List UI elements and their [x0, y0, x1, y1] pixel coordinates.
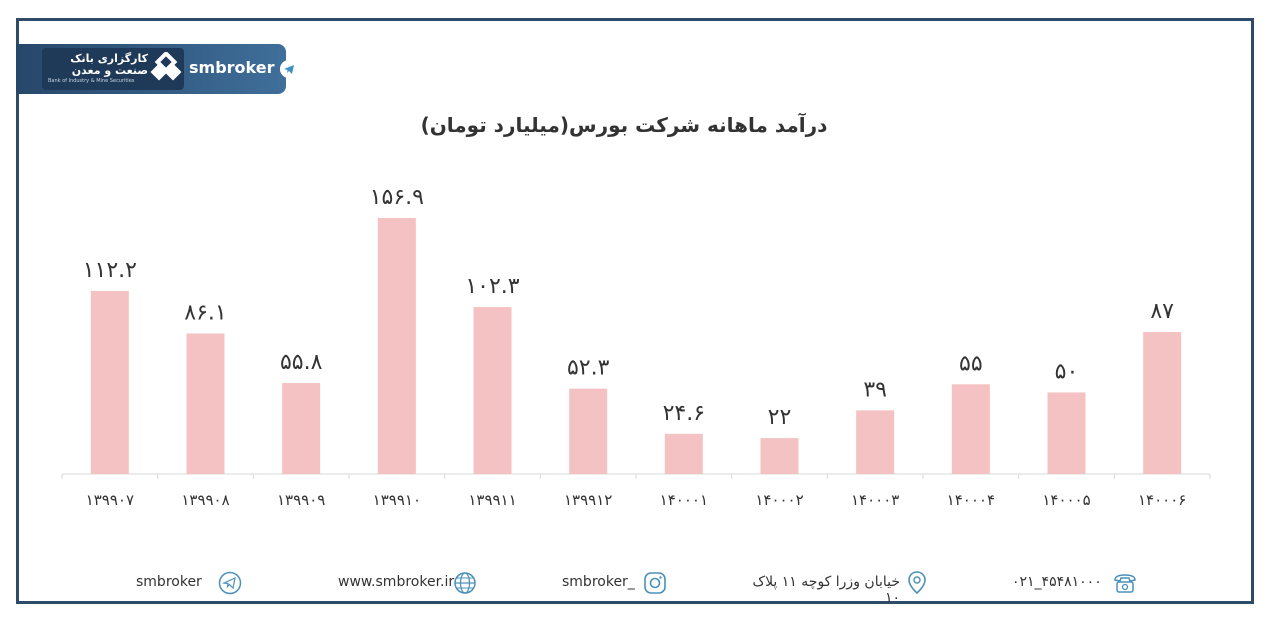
x-tick-label: ۱۴۰۰۰۳	[851, 491, 899, 509]
telegram-icon[interactable]	[280, 60, 298, 78]
footer-phone[interactable]: ۰۲۱_۴۵۴۸۱۰۰۰	[1012, 574, 1102, 590]
bar-value-label: ۱۵۶.۹	[370, 185, 424, 210]
bar	[569, 388, 608, 474]
bar	[664, 433, 703, 474]
x-tick-label: ۱۳۹۹۱۰	[373, 491, 421, 509]
bar-value-label: ۳۹	[863, 377, 887, 402]
footer-website[interactable]: www.smbroker.ir	[338, 574, 455, 590]
chart-title: درآمد ماهانه شرکت بورس(میلیارد تومان)	[420, 113, 828, 137]
bar-value-label: ۵۰	[1055, 359, 1079, 384]
bar	[473, 307, 512, 474]
x-tick-label: ۱۳۹۹۱۲	[564, 491, 612, 509]
brand-name: smbroker	[189, 58, 275, 77]
x-tick-label: ۱۴۰۰۰۱	[660, 491, 708, 509]
telegram-footer-icon[interactable]	[218, 571, 242, 595]
x-tick-label: ۱۳۹۹۰۷	[86, 491, 134, 509]
header-logo-bar: کارگزاری بانک صنعت و معدن Bank of Indust…	[16, 44, 298, 94]
bar	[760, 438, 799, 474]
x-tick-label: ۱۳۹۹۰۸	[181, 491, 229, 509]
bank-name-line1: کارگزاری بانک	[70, 52, 148, 65]
bar-value-label: ۵۲.۳	[567, 356, 610, 381]
bar	[1047, 392, 1086, 474]
x-tick-label: ۱۴۰۰۰۲	[755, 491, 803, 509]
bar-value-label: ۸۶.۱	[184, 301, 226, 326]
bar-value-label: ۲۲	[768, 405, 792, 430]
footer-instagram[interactable]: smbroker_	[562, 574, 635, 590]
phone-icon[interactable]	[1112, 572, 1138, 594]
chart-frame	[16, 18, 1254, 604]
x-tick-label: ۱۴۰۰۰۶	[1138, 491, 1186, 509]
instagram-icon[interactable]	[643, 571, 667, 595]
footer-telegram[interactable]: smbroker	[136, 574, 202, 590]
bar-value-label: ۲۴.۶	[663, 401, 705, 426]
bank-logo: کارگزاری بانک صنعت و معدن Bank of Indust…	[42, 48, 184, 90]
bar	[282, 382, 321, 474]
bar	[90, 290, 129, 474]
x-tick-label: ۱۴۰۰۰۴	[947, 491, 995, 509]
bank-logo-icon	[150, 52, 182, 81]
location-pin-icon	[908, 571, 926, 595]
x-tick-label: ۱۳۹۹۱۱	[468, 491, 516, 509]
x-tick-label: ۱۳۹۹۰۹	[277, 491, 325, 509]
bar-value-label: ۵۵	[959, 351, 983, 376]
bar-value-label: ۱۰۲.۳	[465, 274, 519, 299]
bar	[951, 384, 990, 474]
bank-name-line2: صنعت و معدن	[71, 64, 148, 77]
globe-icon[interactable]	[453, 571, 477, 595]
bar	[1143, 332, 1182, 474]
bar	[377, 218, 416, 474]
bank-name: کارگزاری بانک صنعت و معدن	[48, 53, 148, 77]
bar-value-label: ۵۵.۸	[280, 350, 323, 375]
x-tick-label: ۱۴۰۰۰۵	[1042, 491, 1090, 509]
bank-subtitle: Bank of Industry & Mine Securities	[48, 78, 135, 84]
bar	[186, 333, 225, 474]
bar	[856, 410, 895, 474]
footer-address: خیابان وزرا کوچه ۱۱ پلاک ۱۰	[752, 574, 900, 606]
bar-value-label: ۱۱۲.۲	[83, 258, 137, 283]
bar-value-label: ۸۷	[1150, 299, 1174, 324]
